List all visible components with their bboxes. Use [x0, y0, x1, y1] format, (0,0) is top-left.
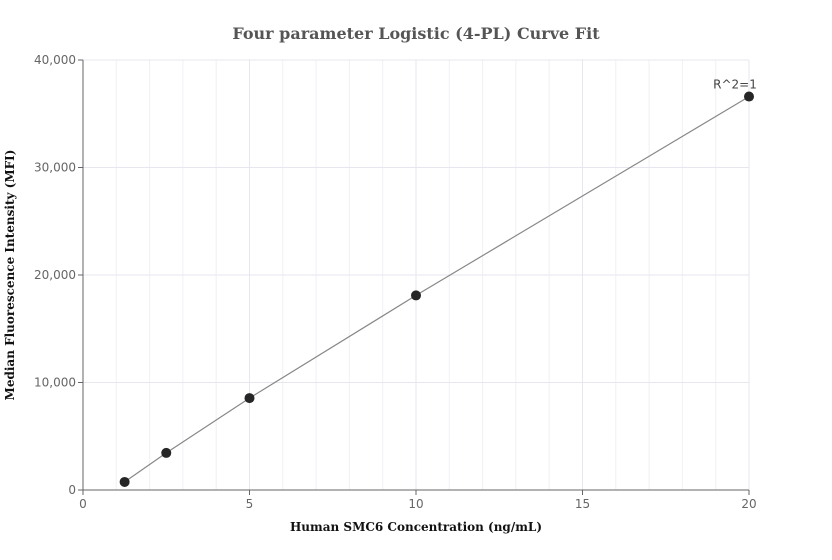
data-points	[119, 91, 754, 487]
x-tick-label: 15	[575, 497, 590, 511]
y-tick-label: 20,000	[34, 268, 76, 282]
x-tick-label: 10	[408, 497, 423, 511]
annotations: R^2=1	[713, 78, 757, 92]
y-axis-label: Median Fluorescence Intensity (MFI)	[3, 150, 17, 401]
r-squared-annotation: R^2=1	[713, 78, 757, 92]
x-tick-label: 0	[79, 497, 87, 511]
grid	[83, 59, 750, 490]
x-tick-label: 20	[741, 497, 756, 511]
y-tick-label: 30,000	[34, 161, 76, 175]
tick-labels: 0 10,000 20,000 30,000 40,000 0 5 10 15 20	[34, 53, 757, 511]
data-point	[744, 91, 754, 102]
data-point	[119, 476, 130, 487]
data-point	[161, 447, 172, 458]
data-point	[244, 393, 255, 404]
chart-title: Four parameter Logistic (4-PL) Curve Fit	[232, 24, 600, 43]
x-tick-label: 5	[246, 497, 254, 511]
data-point	[411, 290, 421, 301]
y-tick-label: 0	[68, 483, 76, 497]
y-tick-label: 40,000	[34, 53, 76, 67]
fit-curve-line	[124, 96, 750, 483]
x-axis-label: Human SMC6 Concentration (ng/mL)	[290, 520, 542, 534]
axes	[78, 59, 750, 495]
y-tick-label: 10,000	[34, 376, 76, 390]
